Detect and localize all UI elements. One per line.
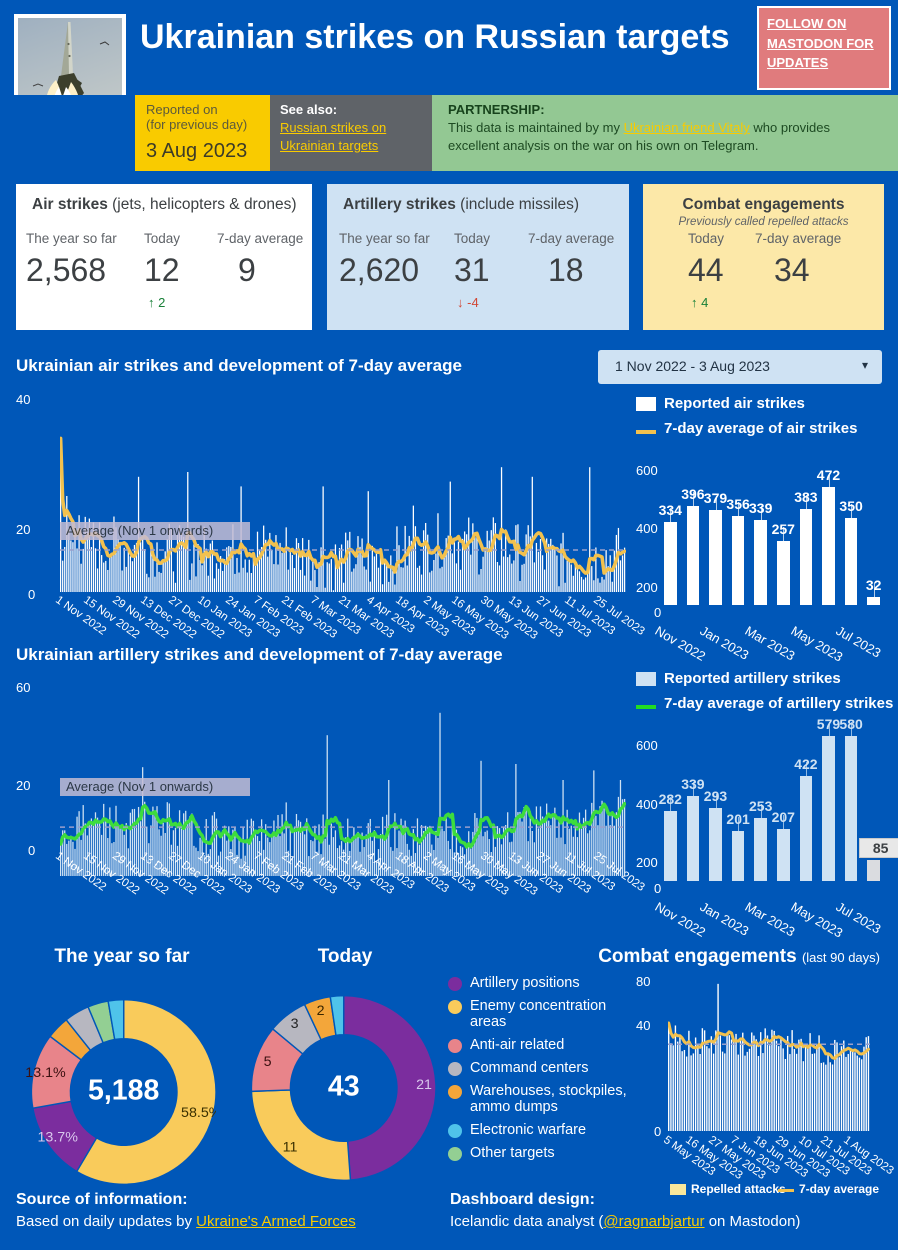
svg-text:2: 2 — [317, 1003, 325, 1019]
svg-text:43: 43 — [328, 1071, 360, 1103]
svg-text:58.5%: 58.5% — [181, 1105, 216, 1121]
svg-text:21: 21 — [416, 1077, 432, 1093]
svg-text:5: 5 — [264, 1054, 272, 1070]
svg-text:5,188: 5,188 — [88, 1075, 159, 1107]
svg-text:13.1%: 13.1% — [25, 1065, 66, 1081]
svg-text:3: 3 — [291, 1016, 299, 1032]
svg-text:11: 11 — [283, 1140, 298, 1156]
svg-text:13.7%: 13.7% — [37, 1130, 78, 1146]
